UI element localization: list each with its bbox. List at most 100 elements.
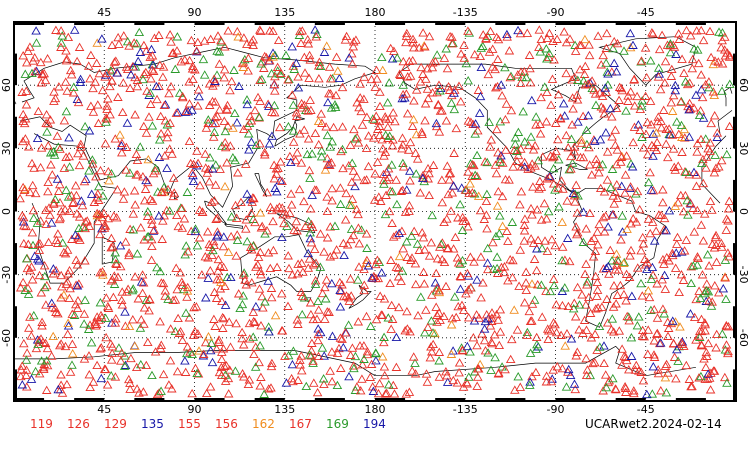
triangle-icon — [717, 329, 728, 338]
triangle-icon — [636, 278, 646, 288]
triangle-icon — [46, 218, 57, 227]
triangle-icon — [485, 142, 495, 151]
triangle-icon — [674, 129, 684, 138]
triangle-icon — [672, 232, 683, 242]
lon-tick-label-top: -45 — [637, 6, 655, 19]
triangle-icon — [194, 205, 205, 214]
triangle-icon — [380, 112, 390, 121]
triangle-icon — [341, 188, 351, 198]
triangle-icon — [469, 49, 480, 59]
triangle-icon — [292, 226, 302, 235]
triangle-icon — [82, 216, 92, 225]
triangle-icon — [129, 38, 139, 47]
triangle-icon — [54, 186, 64, 195]
triangle-icon — [572, 229, 582, 239]
triangle-icon — [143, 177, 153, 187]
triangle-icon — [277, 176, 287, 186]
triangle-icon — [584, 142, 594, 152]
triangle-icon — [301, 381, 312, 391]
triangle-icon — [322, 233, 333, 242]
triangle-icon — [19, 338, 29, 348]
triangle-icon — [402, 252, 413, 261]
triangle-icon — [531, 367, 541, 377]
triangle-icon — [523, 164, 533, 173]
triangle-icon — [448, 375, 459, 385]
triangle-icon — [85, 382, 95, 392]
triangle-icon — [457, 255, 468, 265]
triangle-icon — [377, 352, 388, 361]
triangle-icon — [86, 50, 96, 59]
triangle-icon — [638, 375, 649, 385]
triangle-icon — [212, 111, 223, 120]
triangle-icon — [392, 199, 402, 209]
triangle-icon — [647, 27, 657, 37]
triangle-icon — [571, 180, 581, 189]
coastline — [254, 173, 268, 197]
triangle-icon — [266, 383, 276, 392]
lon-tick-label-top: -90 — [547, 6, 565, 19]
lon-tick-label-top: 90 — [188, 6, 202, 19]
triangle-icon — [63, 32, 74, 42]
triangle-icon — [313, 351, 324, 361]
triangle-icon — [231, 318, 241, 328]
triangle-icon — [540, 236, 550, 245]
triangle-icon — [544, 28, 555, 38]
triangle-icon — [661, 387, 672, 397]
triangle-icon — [388, 108, 398, 117]
triangle-icon — [28, 213, 39, 222]
triangle-icon — [647, 262, 658, 272]
triangle-icon — [420, 115, 430, 125]
triangle-icon — [84, 126, 95, 135]
triangle-icon — [684, 169, 694, 179]
triangle-icon — [96, 373, 107, 383]
triangle-icon — [573, 117, 583, 126]
triangle-icon — [519, 137, 530, 146]
triangle-icon — [668, 339, 679, 348]
triangle-icon — [675, 322, 685, 331]
triangle-icon — [42, 343, 53, 353]
triangle-icon — [629, 388, 639, 398]
triangle-icon — [286, 200, 297, 209]
triangle-icon — [133, 56, 143, 65]
triangle-icon — [621, 106, 631, 115]
triangle-icon — [251, 140, 261, 150]
triangle-icon — [275, 175, 285, 185]
triangle-icon — [91, 58, 102, 67]
triangle-icon — [130, 272, 140, 281]
triangle-icon — [387, 160, 397, 169]
triangle-icon — [306, 105, 316, 114]
triangle-icon — [335, 302, 346, 311]
legend-entry: 167 — [289, 417, 312, 431]
triangle-icon — [177, 223, 188, 232]
triangle-icon — [387, 141, 398, 150]
triangle-icon — [207, 96, 218, 106]
triangle-icon — [696, 220, 707, 229]
triangle-icon — [401, 37, 411, 47]
triangle-icon — [535, 129, 546, 138]
triangle-icon — [405, 176, 415, 185]
triangle-icon — [312, 29, 322, 38]
triangle-icon — [68, 88, 79, 97]
triangle-icon — [663, 368, 673, 377]
triangle-icon — [146, 215, 157, 224]
triangle-icon — [705, 138, 715, 147]
triangle-icon — [594, 162, 605, 171]
triangle-icon — [408, 38, 418, 47]
triangle-icon — [612, 179, 622, 189]
triangle-icon — [701, 163, 711, 172]
triangle-icon — [277, 325, 287, 335]
triangle-icon — [164, 88, 174, 98]
triangle-icon — [351, 171, 362, 181]
triangle-icon — [579, 315, 590, 324]
triangle-icon — [420, 327, 430, 337]
triangle-icon — [606, 182, 616, 192]
triangle-icon — [324, 307, 334, 316]
triangle-icon — [700, 326, 710, 335]
triangle-icon — [152, 94, 162, 104]
triangle-icon — [394, 228, 404, 238]
triangle-icon — [154, 135, 165, 144]
triangle-icon — [418, 267, 429, 276]
triangle-icon — [267, 131, 277, 140]
triangle-icon — [297, 26, 308, 35]
triangle-icon — [27, 180, 38, 190]
